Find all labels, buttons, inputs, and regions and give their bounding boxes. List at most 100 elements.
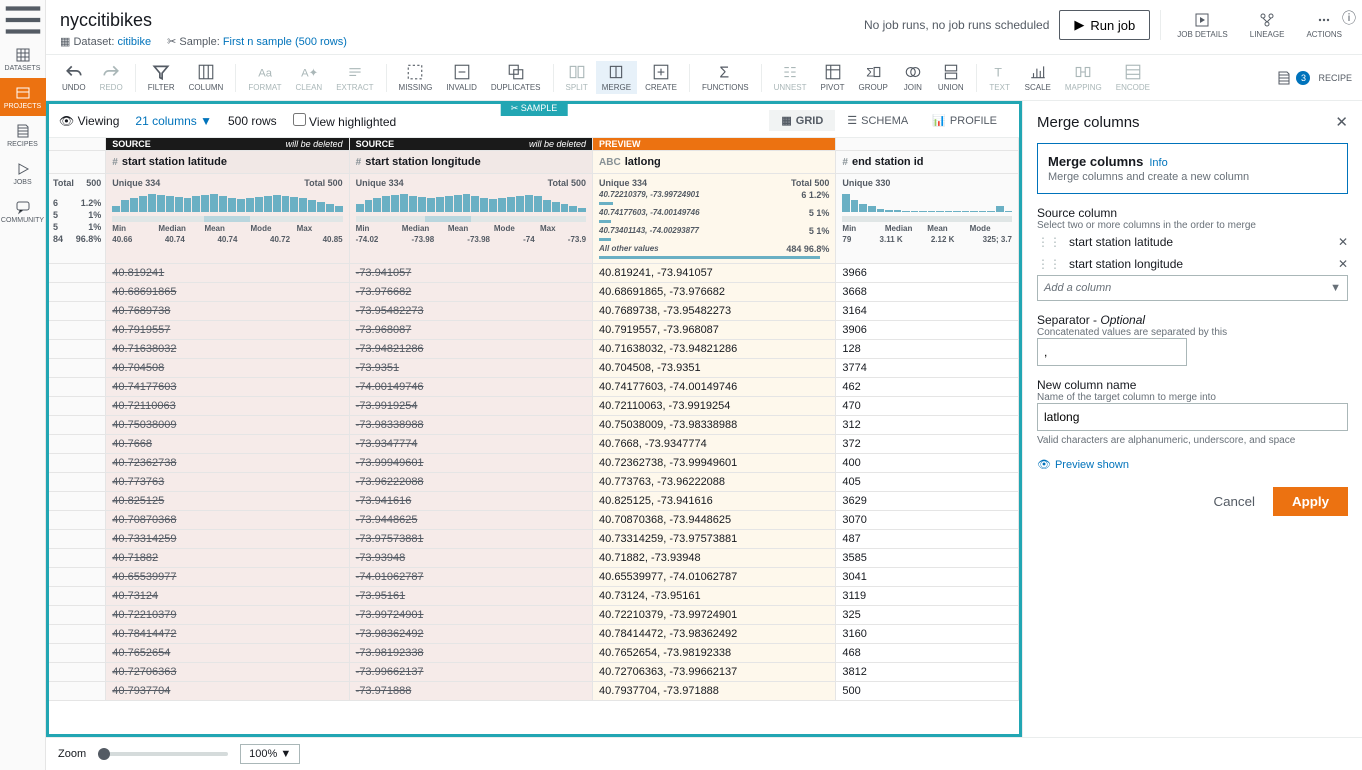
cancel-button[interactable]: Cancel xyxy=(1205,487,1263,516)
svg-text:Σ: Σ xyxy=(866,66,874,80)
column-button[interactable]: COLUMN xyxy=(183,61,230,94)
table-row[interactable]: 40.65539977 -74.01062787 40.65539977, -7… xyxy=(49,568,1019,587)
toolbar: UNDO REDO FILTER COLUMN AaFORMAT A✦CLEAN… xyxy=(46,55,1362,101)
undo-icon xyxy=(65,63,83,81)
info-icon[interactable]: ⓘ xyxy=(1342,8,1356,28)
table-row[interactable]: 40.75038009 -73.98338988 40.75038009, -7… xyxy=(49,416,1019,435)
zoom-label: Zoom xyxy=(58,748,86,760)
union-button[interactable]: UNION xyxy=(932,61,970,94)
col-header-end[interactable]: #end station id xyxy=(836,151,1019,174)
table-row[interactable]: 40.72110063 -73.9919254 40.72110063, -73… xyxy=(49,397,1019,416)
table-row[interactable]: 40.78414472 -73.98362492 40.78414472, -7… xyxy=(49,625,1019,644)
close-icon[interactable]: ✕ xyxy=(1335,113,1348,131)
chevron-down-icon: ▼ xyxy=(1330,282,1341,294)
undo-button[interactable]: UNDO xyxy=(56,61,92,94)
menu-toggle[interactable] xyxy=(0,0,46,40)
col-header-lat[interactable]: #start station latitude xyxy=(106,151,349,174)
sample-link[interactable]: First n sample (500 rows) xyxy=(223,36,347,48)
apply-button[interactable]: Apply xyxy=(1273,487,1348,516)
table-row[interactable]: 40.73314259 -73.97573881 40.73314259, -7… xyxy=(49,530,1019,549)
missing-icon xyxy=(406,63,424,81)
redo-icon xyxy=(102,63,120,81)
svg-text:T: T xyxy=(994,66,1002,80)
nav-projects[interactable]: PROJECTS xyxy=(0,78,46,116)
column-icon xyxy=(197,63,215,81)
remove-icon[interactable]: ✕ xyxy=(1338,235,1348,249)
source-col-2[interactable]: ⋮⋮start station longitude✕ xyxy=(1037,253,1348,275)
job-details-button[interactable]: JOB DETAILS xyxy=(1171,12,1234,39)
nav-jobs[interactable]: JOBS xyxy=(0,154,46,192)
create-button[interactable]: CREATE xyxy=(639,61,683,94)
col-header-latlong[interactable]: ABClatlong xyxy=(593,151,836,174)
duplicates-button[interactable]: DUPLICATES xyxy=(485,61,547,94)
data-grid[interactable]: SOURCEwill be deleted SOURCEwill be dele… xyxy=(49,138,1019,734)
actions-button[interactable]: ACTIONS xyxy=(1300,12,1348,39)
separator-input[interactable] xyxy=(1037,338,1187,366)
recipe-label: RECIPE xyxy=(1318,73,1352,83)
viewing-label: 👁 Viewing xyxy=(59,114,119,128)
group-button[interactable]: ΣGROUP xyxy=(853,61,894,94)
invalid-button[interactable]: INVALID xyxy=(440,61,483,94)
dataset-link[interactable]: citibike xyxy=(117,36,151,48)
highlight-toggle[interactable]: View highlighted xyxy=(293,113,397,129)
drag-icon[interactable]: ⋮⋮ xyxy=(1037,257,1061,271)
scale-button[interactable]: SCALE xyxy=(1019,61,1057,94)
join-button[interactable]: JOIN xyxy=(896,61,930,94)
table-row[interactable]: 40.825125 -73.941616 40.825125, -73.9416… xyxy=(49,492,1019,511)
recipe-button[interactable]: 3 RECIPE xyxy=(1276,70,1352,86)
table-row[interactable]: 40.7937704 -73.971888 40.7937704, -73.97… xyxy=(49,682,1019,701)
table-row[interactable]: 40.71638032 -73.94821286 40.71638032, -7… xyxy=(49,340,1019,359)
table-row[interactable]: 40.7689738 -73.95482273 40.7689738, -73.… xyxy=(49,302,1019,321)
merge-button[interactable]: MERGE xyxy=(596,61,637,94)
table-row[interactable]: 40.72210379 -73.99724901 40.72210379, -7… xyxy=(49,606,1019,625)
lineage-button[interactable]: LINEAGE xyxy=(1244,12,1291,39)
table-row[interactable]: 40.72362738 -73.99949601 40.72362738, -7… xyxy=(49,454,1019,473)
remove-icon[interactable]: ✕ xyxy=(1338,257,1348,271)
zoom-slider[interactable] xyxy=(98,752,228,756)
grid-header: 👁 Viewing 21 columns ▼ 500 rows View hig… xyxy=(49,104,1019,138)
join-icon xyxy=(904,63,922,81)
nav-datasets[interactable]: DATASETS xyxy=(0,40,46,78)
filter-icon xyxy=(152,63,170,81)
tab-profile[interactable]: 📊 PROFILE xyxy=(920,110,1009,131)
table-row[interactable]: 40.704508 -73.9351 40.704508, -73.9351 3… xyxy=(49,359,1019,378)
table-row[interactable]: 40.73124 -73.95161 40.73124, -73.95161 3… xyxy=(49,587,1019,606)
recipes-icon xyxy=(15,123,31,139)
sigma-icon: Σ xyxy=(716,63,734,81)
table-row[interactable]: 40.71882 -73.93948 40.71882, -73.93948 3… xyxy=(49,549,1019,568)
nav-label: COMMUNITY xyxy=(1,217,44,224)
table-row[interactable]: 40.68691865 -73.976682 40.68691865, -73.… xyxy=(49,283,1019,302)
table-row[interactable]: 40.819241 -73.941057 40.819241, -73.9410… xyxy=(49,264,1019,283)
table-row[interactable]: 40.74177603 -74.00149746 40.74177603, -7… xyxy=(49,378,1019,397)
pivot-button[interactable]: PIVOT xyxy=(815,61,851,94)
preview-toggle[interactable]: 👁 Preview shown xyxy=(1037,458,1348,471)
table-row[interactable]: 40.7919557 -73.968087 40.7919557, -73.96… xyxy=(49,321,1019,340)
new-column-input[interactable] xyxy=(1037,403,1348,431)
sample-tag[interactable]: ✂ SAMPLE xyxy=(501,101,568,116)
source-col-1[interactable]: ⋮⋮start station latitude✕ xyxy=(1037,231,1348,253)
nav-recipes[interactable]: RECIPES xyxy=(0,116,46,154)
table-row[interactable]: 40.70870368 -73.9448625 40.70870368, -73… xyxy=(49,511,1019,530)
columns-link[interactable]: 21 columns ▼ xyxy=(135,114,212,128)
missing-button[interactable]: MISSING xyxy=(393,61,439,94)
clean-button: A✦CLEAN xyxy=(290,61,329,94)
nav-community[interactable]: COMMUNITY xyxy=(0,192,46,230)
add-column-select[interactable]: Add a column▼ xyxy=(1037,275,1348,301)
zoom-value[interactable]: 100% ▼ xyxy=(240,744,300,764)
tab-grid[interactable]: ▦ GRID xyxy=(769,110,835,131)
table-row[interactable]: 40.7668 -73.9347774 40.7668, -73.9347774… xyxy=(49,435,1019,454)
merge-icon xyxy=(607,63,625,81)
nav-label: PROJECTS xyxy=(4,103,41,110)
dots-icon xyxy=(1316,12,1332,28)
filter-button[interactable]: FILTER xyxy=(142,61,181,94)
functions-button[interactable]: ΣFUNCTIONS xyxy=(696,61,755,94)
col-header-lon[interactable]: #start station longitude xyxy=(349,151,592,174)
drag-icon[interactable]: ⋮⋮ xyxy=(1037,235,1061,249)
table-row[interactable]: 40.7652654 -73.98192338 40.7652654, -73.… xyxy=(49,644,1019,663)
table-row[interactable]: 40.773763 -73.96222088 40.773763, -73.96… xyxy=(49,473,1019,492)
info-link[interactable]: Info xyxy=(1149,157,1167,169)
table-row[interactable]: 40.72706363 -73.99662137 40.72706363, -7… xyxy=(49,663,1019,682)
merge-panel: Merge columns ✕ Merge columnsInfo Merge … xyxy=(1022,101,1362,737)
tab-schema[interactable]: ☰ SCHEMA xyxy=(835,110,920,131)
run-job-button[interactable]: ▶ Run job xyxy=(1059,10,1150,40)
